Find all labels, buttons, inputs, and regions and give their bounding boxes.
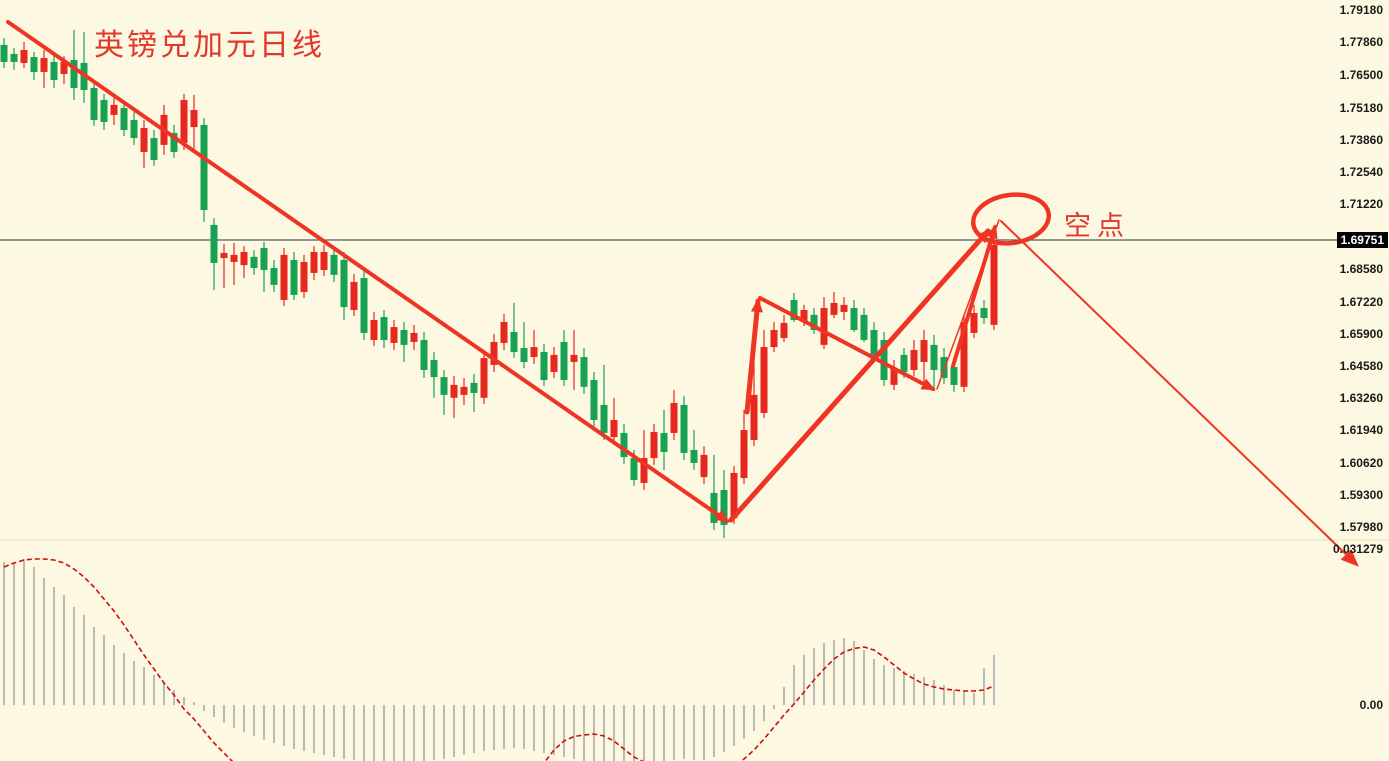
price-tick-label: 1.63260 (1339, 391, 1383, 406)
sell-projection-arrow (1000, 220, 1359, 567)
price-tick-label: 1.68580 (1339, 261, 1383, 276)
price-tick-label: 1.67220 (1339, 294, 1383, 309)
rally-up-arrow-long (728, 228, 991, 523)
price-tick-label: 1.57980 (1339, 520, 1383, 535)
indicator-max-label: 0.031279 (1332, 541, 1383, 556)
sell-point-ellipse (970, 192, 1052, 246)
indicator-zero-label: 0.00 (1359, 698, 1383, 712)
price-tick-label: 1.61940 (1339, 423, 1383, 438)
impulse-up-arrow (744, 298, 763, 415)
price-tick-label: 1.77860 (1339, 35, 1383, 50)
chart-title: 英镑兑加元日线 (94, 28, 325, 63)
price-tick-label: 1.75180 (1339, 100, 1383, 115)
price-tick-label: 1.79180 (1339, 3, 1383, 17)
price-tick-label: 1.60620 (1339, 455, 1383, 470)
price-tick-label: 1.59300 (1339, 487, 1383, 502)
v-thin-line (936, 219, 1000, 390)
current-price-label: 1.69751 (1336, 231, 1388, 248)
downtrend-arrow (6, 20, 730, 523)
price-tick-label: 1.76500 (1339, 68, 1383, 83)
annotations-layer (6, 20, 1359, 567)
sell-point-label: 空点 (1064, 211, 1130, 242)
price-tick-label: 1.73860 (1339, 132, 1383, 147)
indicator-layer (3, 558, 995, 761)
price-tick-label: 1.64580 (1339, 359, 1383, 374)
pullback-down-arrow (758, 296, 936, 391)
price-tick-label: 1.65900 (1339, 326, 1383, 341)
candles-layer (0, 30, 998, 539)
price-tick-label: 1.72540 (1339, 164, 1383, 179)
price-tick-label: 1.71220 (1339, 197, 1383, 212)
